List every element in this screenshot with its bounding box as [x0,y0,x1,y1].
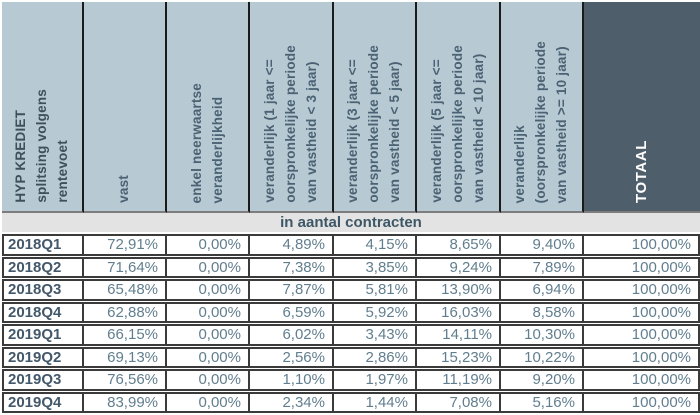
table-header: HYP KREDIET splitsing volgens rentevoet … [2,2,700,213]
data-cell: 100,00% [584,391,700,413]
header-cell-veranderlijk-5-10: veranderlijk (5 jaar <= oorspronkelijke … [417,2,501,213]
row-label: 2019Q4 [2,391,84,413]
data-cell: 100,00% [584,256,700,278]
table-row: 2019Q1 66,15% 0,00% 6,02% 3,43% 14,11% 10,30% 1… [2,324,700,346]
data-cell: 3,85% [334,256,417,278]
data-cell: 100,00% [584,301,700,323]
data-cell: 0,00% [167,279,250,301]
data-cell: 14,11% [417,324,501,346]
data-cell: 0,00% [167,391,250,413]
data-cell: 1,44% [334,391,417,413]
data-cell: 72,91% [84,234,167,256]
header-cell-veranderlijk-3-5: veranderlijk (3 jaar <= oorspronkelijke … [334,2,417,213]
data-cell: 71,64% [84,256,167,278]
data-cell: 7,89% [501,256,584,278]
row-label: 2018Q4 [2,301,84,323]
data-cell: 2,56% [250,346,334,368]
table-row: 2018Q2 71,64% 0,00% 7,38% 3,85% 9,24% 7,89% 100… [2,256,700,278]
data-cell: 100,00% [584,279,700,301]
header-cell-vast: vast [84,2,167,213]
data-cell: 0,00% [167,256,250,278]
data-cell: 100,00% [584,346,700,368]
data-cell: 66,15% [84,324,167,346]
data-cell: 65,48% [84,279,167,301]
data-cell: 10,22% [501,346,584,368]
row-label: 2019Q3 [2,369,84,391]
data-cell: 7,87% [250,279,334,301]
data-cell: 76,56% [84,369,167,391]
row-label: 2019Q2 [2,346,84,368]
data-cell: 0,00% [167,369,250,391]
table-row: 2019Q2 69,13% 0,00% 2,56% 2,86% 15,23% 10,22% 1… [2,346,700,368]
row-label: 2018Q3 [2,279,84,301]
data-cell: 3,43% [334,324,417,346]
header-cell-veranderlijk-1-3: veranderlijk (1 jaar <= oorspronkelijke … [250,2,334,213]
table-body: 2018Q1 72,91% 0,00% 4,89% 4,15% 8,65% 9,40% 100… [2,234,700,413]
data-cell: 1,10% [250,369,334,391]
data-cell: 83,99% [84,391,167,413]
data-cell: 5,92% [334,301,417,323]
header-cell-enkel-neerwaartse: enkel neerwaartse veranderlijkheid [167,2,250,213]
column-label: vast [116,175,132,203]
header-cell-veranderlijk-10plus: veranderlijk (oorspronkelijke periode va… [501,2,584,213]
data-cell: 69,13% [84,346,167,368]
data-cell: 5,16% [501,391,584,413]
data-cell: 7,38% [250,256,334,278]
column-label: veranderlijk (5 jaar <= oorspronkelijke … [428,45,486,203]
table-row: 2019Q3 76,56% 0,00% 1,10% 1,97% 11,19% 9,20% 10… [2,369,700,391]
data-cell: 0,00% [167,234,250,256]
data-cell: 5,81% [334,279,417,301]
data-cell: 6,59% [250,301,334,323]
row-label: 2018Q1 [2,234,84,256]
data-cell: 0,00% [167,301,250,323]
data-cell: 10,30% [501,324,584,346]
data-cell: 2,86% [334,346,417,368]
column-label: veranderlijk (3 jaar <= oorspronkelijke … [345,45,402,203]
data-cell: 8,65% [417,234,501,256]
data-cell: 100,00% [584,369,700,391]
data-cell: 4,15% [334,234,417,256]
header-cell-title: HYP KREDIET splitsing volgens rentevoet [2,2,84,213]
row-label: 2018Q2 [2,256,84,278]
row-label: 2019Q1 [2,324,84,346]
table-row: 2019Q4 83,99% 0,00% 2,34% 1,44% 7,08% 5,16% 100… [2,391,700,413]
data-cell: 4,89% [250,234,334,256]
data-cell: 13,90% [417,279,501,301]
section-band: in aantal contracten [2,213,700,232]
data-cell: 16,03% [417,301,501,323]
data-cell: 8,58% [501,301,584,323]
table-row: 2018Q3 65,48% 0,00% 7,87% 5,81% 13,90% 6,94% 10… [2,279,700,301]
data-cell: 1,97% [334,369,417,391]
table-row: 2018Q4 62,88% 0,00% 6,59% 5,92% 16,03% 8,58% 10… [2,301,700,323]
section-band-label: in aantal contracten [280,214,422,231]
header-cell-totaal: TOTAAL [584,2,700,213]
data-cell: 0,00% [167,346,250,368]
column-label: enkel neerwaartse veranderlijkheid [188,82,225,203]
data-cell: 62,88% [84,301,167,323]
data-cell: 100,00% [584,234,700,256]
data-cell: 2,34% [250,391,334,413]
table-row: 2018Q1 72,91% 0,00% 4,89% 4,15% 8,65% 9,40% 100… [2,234,700,256]
data-cell: 9,20% [501,369,584,391]
data-cell: 0,00% [167,324,250,346]
column-label: veranderlijk (1 jaar <= oorspronkelijke … [261,45,319,203]
data-cell: 6,94% [501,279,584,301]
data-cell: 7,08% [417,391,501,413]
column-label-totaal: TOTAAL [633,139,651,203]
data-cell: 9,24% [417,256,501,278]
data-cell: 6,02% [250,324,334,346]
data-cell: 100,00% [584,324,700,346]
data-cell: 11,19% [417,369,501,391]
data-cell: 9,40% [501,234,584,256]
column-label: veranderlijk (oorspronkelijke periode va… [512,40,569,203]
data-cell: 15,23% [417,346,501,368]
table-title: HYP KREDIET splitsing volgens rentevoet [12,89,70,203]
